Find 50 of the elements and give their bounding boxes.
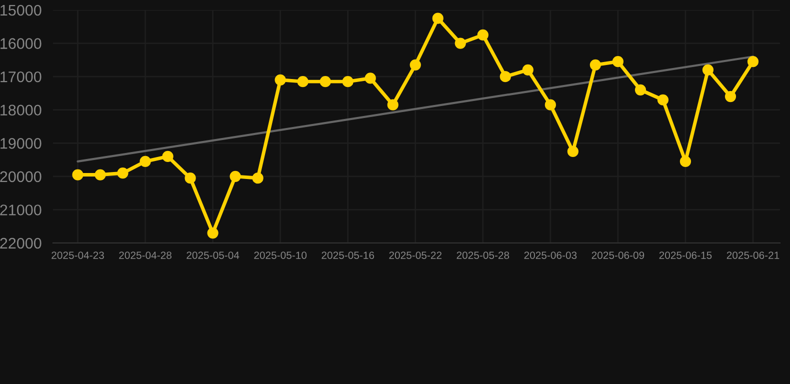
x-tick-label: 2025-05-16 — [322, 252, 374, 259]
y-tick-label: 22000 — [0, 238, 42, 249]
x-tick-label: 2025-06-03 — [524, 252, 577, 259]
x-tick-label: 2025-04-28 — [119, 252, 172, 259]
point — [454, 38, 466, 49]
point — [590, 59, 601, 70]
point — [702, 64, 714, 76]
point — [500, 71, 511, 82]
x-tick-label: 2025-06-21 — [726, 252, 780, 259]
x-tick-label: 2025-04-23 — [52, 252, 104, 259]
point — [724, 90, 736, 102]
point — [342, 76, 354, 88]
point — [612, 56, 624, 68]
point — [522, 64, 534, 76]
y-tick-label: 20000 — [0, 171, 42, 182]
point — [72, 169, 84, 180]
y-tick-label: 19000 — [0, 138, 42, 149]
point — [252, 172, 264, 184]
x-tick-label: 2025-05-04 — [186, 252, 240, 259]
x-tick-label: 2025-05-28 — [456, 252, 510, 259]
x-tick-label: 2025-06-09 — [592, 252, 644, 259]
point — [544, 99, 556, 110]
point — [477, 29, 488, 41]
x-tick-label: 2025-06-15 — [659, 252, 712, 259]
point — [140, 156, 151, 168]
point — [207, 227, 218, 239]
y-tick-label: 16000 — [0, 38, 42, 49]
y-tick-label: 21000 — [0, 204, 42, 216]
point — [184, 172, 196, 184]
point — [747, 56, 759, 68]
point — [634, 84, 646, 96]
point — [117, 168, 128, 179]
point — [94, 169, 106, 180]
x-tick-label: 2025-05-10 — [254, 252, 307, 259]
point — [567, 146, 578, 158]
y-tick-label: 17000 — [0, 71, 42, 82]
point — [680, 156, 692, 168]
x-tick-label: 2025-05-22 — [389, 252, 442, 259]
point — [657, 94, 669, 106]
point — [387, 99, 398, 110]
point — [432, 12, 444, 24]
point — [320, 76, 331, 88]
point — [274, 74, 286, 86]
point — [230, 170, 241, 182]
point — [410, 59, 421, 70]
point — [162, 150, 174, 162]
y-tick-label: 18000 — [0, 104, 42, 116]
y-tick-label: 15000 — [0, 4, 42, 16]
point — [297, 76, 308, 88]
point — [364, 72, 376, 84]
